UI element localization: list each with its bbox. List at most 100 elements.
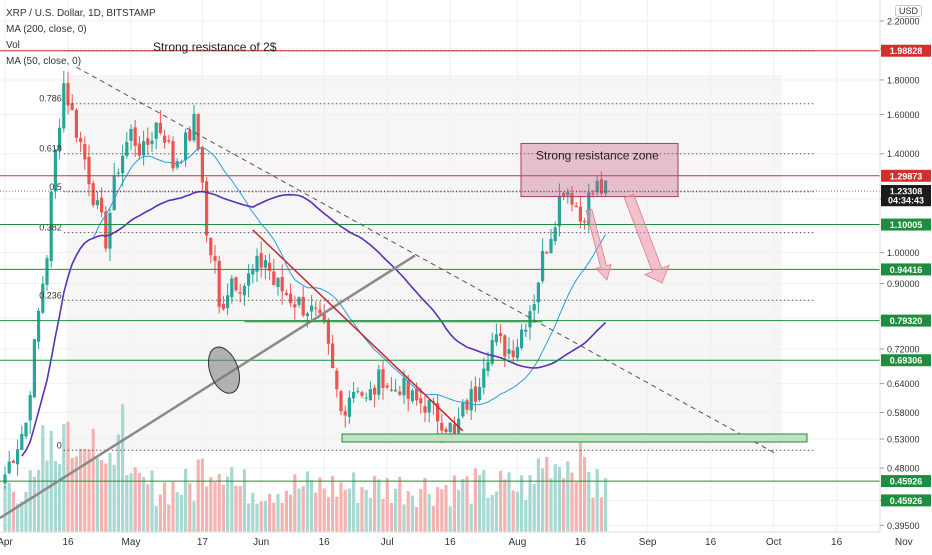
volume-bar	[280, 502, 284, 532]
price-label: 0.69306	[890, 356, 923, 366]
candle	[171, 141, 175, 169]
y-tick-label: 0.39500	[887, 521, 920, 531]
volume-bar	[121, 404, 125, 532]
candle	[238, 292, 242, 294]
candle	[444, 429, 448, 433]
volume-bar	[490, 494, 494, 532]
volume-bar	[574, 481, 578, 532]
candle	[364, 397, 368, 399]
volume-bar	[196, 459, 200, 532]
volume-bar	[473, 468, 477, 532]
fib-label: 0	[57, 440, 62, 450]
volume-bar	[381, 498, 385, 532]
ma200-legend[interactable]: MA (200, close, 0)	[6, 24, 87, 35]
ma200-line	[21, 190, 607, 457]
candle	[448, 422, 452, 433]
candle	[158, 122, 162, 134]
x-tick-label: Jun	[253, 537, 269, 548]
candle	[415, 389, 419, 401]
descending-trendline	[76, 66, 776, 454]
volume-bar	[578, 442, 582, 532]
candle	[95, 200, 99, 206]
volume-bar	[108, 452, 112, 532]
volume-bar	[604, 478, 608, 532]
candle	[32, 339, 36, 398]
volume-bar	[158, 494, 162, 532]
price-label-box	[881, 494, 931, 507]
candle	[406, 380, 410, 399]
volume-bar	[192, 501, 196, 532]
candle	[79, 138, 83, 142]
volume-bar	[112, 464, 116, 532]
volume-bar	[133, 467, 137, 532]
volume-bar	[452, 475, 456, 532]
volume-bar	[83, 448, 87, 532]
volume-bar	[511, 490, 515, 532]
candle	[436, 403, 440, 422]
volume-bar	[226, 476, 230, 532]
volume-bar	[545, 456, 549, 532]
volume-bar	[494, 491, 498, 532]
volume-bar	[465, 476, 469, 532]
volume-bar	[37, 470, 41, 532]
volume-bar	[230, 467, 234, 532]
volume-bar	[528, 475, 532, 532]
highlight-ellipse	[207, 346, 241, 394]
candle	[394, 389, 398, 392]
price-label: 04:34:43	[888, 196, 924, 206]
candle	[528, 311, 532, 328]
price-label-box	[881, 44, 931, 57]
candle	[280, 277, 284, 292]
candle	[318, 309, 322, 314]
resistance-2-label: Strong resistance of 2$	[153, 40, 277, 54]
volume-bar	[373, 475, 377, 532]
x-tick-label: 17	[197, 537, 209, 548]
candle	[284, 292, 288, 296]
candle	[37, 310, 41, 342]
candle	[423, 406, 427, 413]
volume-bar	[553, 464, 557, 532]
price-label-box	[881, 475, 931, 488]
price-levels	[0, 50, 880, 482]
x-tick-label: Sep	[639, 537, 657, 548]
y-tick-label: 1.80000	[887, 75, 920, 85]
candle	[196, 114, 200, 150]
price-label: 0.94416	[890, 265, 923, 275]
candle	[154, 122, 158, 139]
candle	[112, 175, 116, 211]
volume-bar	[297, 488, 301, 532]
fib-label: 0.382	[39, 223, 62, 233]
price-label: 1.23308	[890, 187, 923, 197]
volume-bar	[503, 479, 507, 532]
projection-arrow-large	[623, 193, 670, 284]
volume-bar	[557, 466, 561, 532]
volume-bar	[515, 491, 519, 532]
volume-bar	[251, 492, 255, 532]
candle	[478, 387, 482, 401]
candle	[259, 253, 263, 268]
candle	[347, 397, 351, 417]
volume-bar	[570, 472, 574, 532]
volume-bar	[163, 482, 167, 532]
x-tick-label: 16	[831, 537, 843, 548]
volume-bar	[263, 501, 267, 532]
volume-bar	[410, 495, 414, 532]
candle	[129, 128, 133, 141]
volume-bar	[457, 489, 461, 532]
volume-bar	[305, 471, 309, 532]
volume-bar	[595, 469, 599, 532]
currency-badge[interactable]: USD	[895, 5, 923, 17]
volume-legend[interactable]: Vol	[6, 40, 20, 51]
volume-bar	[167, 504, 171, 532]
volume-bar	[444, 485, 448, 532]
volume-bar	[293, 474, 297, 532]
volume-bar	[520, 475, 524, 532]
ma50-legend[interactable]: MA (50, close, 0)	[6, 56, 82, 67]
candle	[583, 221, 587, 223]
price-label-box	[881, 263, 931, 276]
symbol-title[interactable]: XRP / U.S. Dollar, 1D, BITSTAMP	[6, 8, 156, 19]
volume-bar	[368, 498, 372, 532]
volume-bar	[415, 506, 419, 532]
